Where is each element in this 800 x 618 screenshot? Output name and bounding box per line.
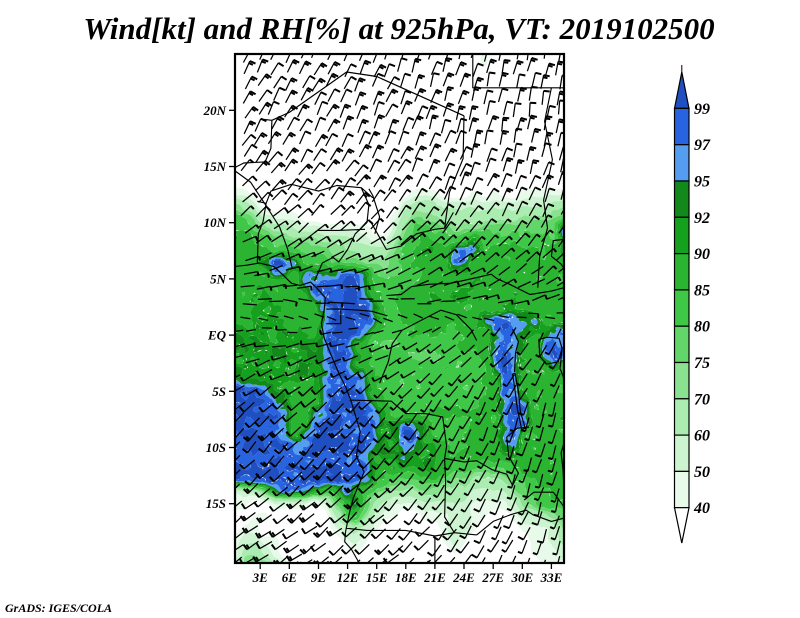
svg-text:33E: 33E: [540, 570, 563, 585]
svg-text:10S: 10S: [206, 440, 226, 455]
svg-text:9E: 9E: [311, 570, 327, 585]
svg-text:50: 50: [694, 464, 710, 481]
svg-text:10N: 10N: [204, 215, 227, 230]
svg-text:GrADS: IGES/COLA: GrADS: IGES/COLA: [5, 601, 112, 615]
svg-text:5S: 5S: [212, 384, 226, 399]
svg-text:95: 95: [694, 174, 710, 191]
svg-text:15E: 15E: [366, 570, 388, 585]
svg-text:97: 97: [694, 137, 711, 154]
svg-text:92: 92: [694, 210, 710, 227]
svg-text:30E: 30E: [510, 570, 533, 585]
svg-text:99: 99: [694, 101, 710, 118]
svg-text:15N: 15N: [204, 159, 227, 174]
svg-text:Wind[kt] and RH[%] at 925hPa,: Wind[kt] and RH[%] at 925hPa, VT: 201910…: [83, 11, 714, 46]
svg-text:90: 90: [694, 246, 710, 263]
svg-text:20N: 20N: [203, 103, 227, 118]
svg-text:27E: 27E: [481, 570, 504, 585]
svg-text:70: 70: [694, 391, 710, 408]
svg-text:40: 40: [693, 500, 710, 517]
svg-text:5N: 5N: [210, 271, 227, 286]
svg-text:3E: 3E: [252, 570, 269, 585]
svg-text:21E: 21E: [423, 570, 446, 585]
svg-text:6E: 6E: [282, 570, 298, 585]
svg-text:12E: 12E: [337, 570, 359, 585]
svg-text:85: 85: [694, 282, 710, 299]
svg-text:80: 80: [694, 319, 710, 336]
svg-text:18E: 18E: [395, 570, 417, 585]
svg-text:24E: 24E: [452, 570, 475, 585]
svg-text:EQ: EQ: [207, 328, 227, 343]
svg-text:15S: 15S: [206, 496, 226, 511]
svg-text:60: 60: [694, 428, 710, 445]
svg-text:75: 75: [694, 355, 710, 372]
